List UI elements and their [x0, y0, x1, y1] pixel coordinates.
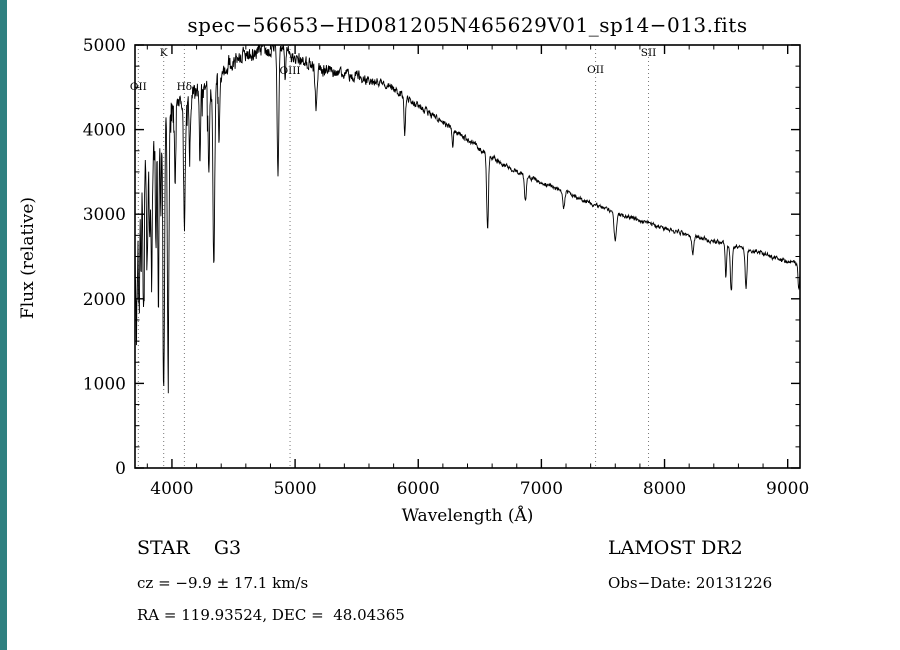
spectral-line-label: OII	[587, 64, 604, 76]
obs-date-label: Obs−Date: 20131226	[608, 574, 773, 592]
cz-velocity-label: cz = −9.9 ± 17.1 km/s	[137, 574, 309, 592]
spectrum-trace	[135, 45, 800, 394]
x-tick-label: 9000	[766, 479, 809, 499]
survey-release-label: LAMOST DR2	[608, 537, 743, 559]
spectral-line-label: K	[160, 47, 168, 59]
left-edge-strip	[0, 0, 7, 650]
spectral-line-label: Hδ	[177, 81, 192, 93]
y-tick-label: 0	[115, 459, 126, 479]
x-tick-label: 4000	[150, 479, 193, 499]
x-axis-label: Wavelength (Å)	[401, 506, 534, 526]
x-tick-label: 6000	[397, 479, 440, 499]
spectral-line-label: OIII	[280, 65, 301, 77]
x-tick-label: 8000	[643, 479, 686, 499]
y-tick-label: 2000	[83, 290, 126, 310]
plot-frame	[134, 44, 801, 469]
object-class-label: STAR G3	[137, 537, 242, 559]
y-tick-label: 1000	[83, 374, 126, 394]
x-tick-label: 7000	[520, 479, 563, 499]
x-tick-label: 5000	[273, 479, 316, 499]
plot-title: spec−56653−HD081205N465629V01_sp14−013.f…	[187, 13, 748, 37]
y-tick-label: 5000	[83, 36, 126, 56]
spectral-line-label: SII	[641, 47, 657, 59]
y-tick-label: 4000	[83, 121, 126, 141]
y-axis-label: Flux (relative)	[18, 196, 38, 320]
y-tick-label: 3000	[83, 205, 126, 225]
ra-dec-label: RA = 119.93524, DEC = 48.04365	[137, 606, 405, 624]
